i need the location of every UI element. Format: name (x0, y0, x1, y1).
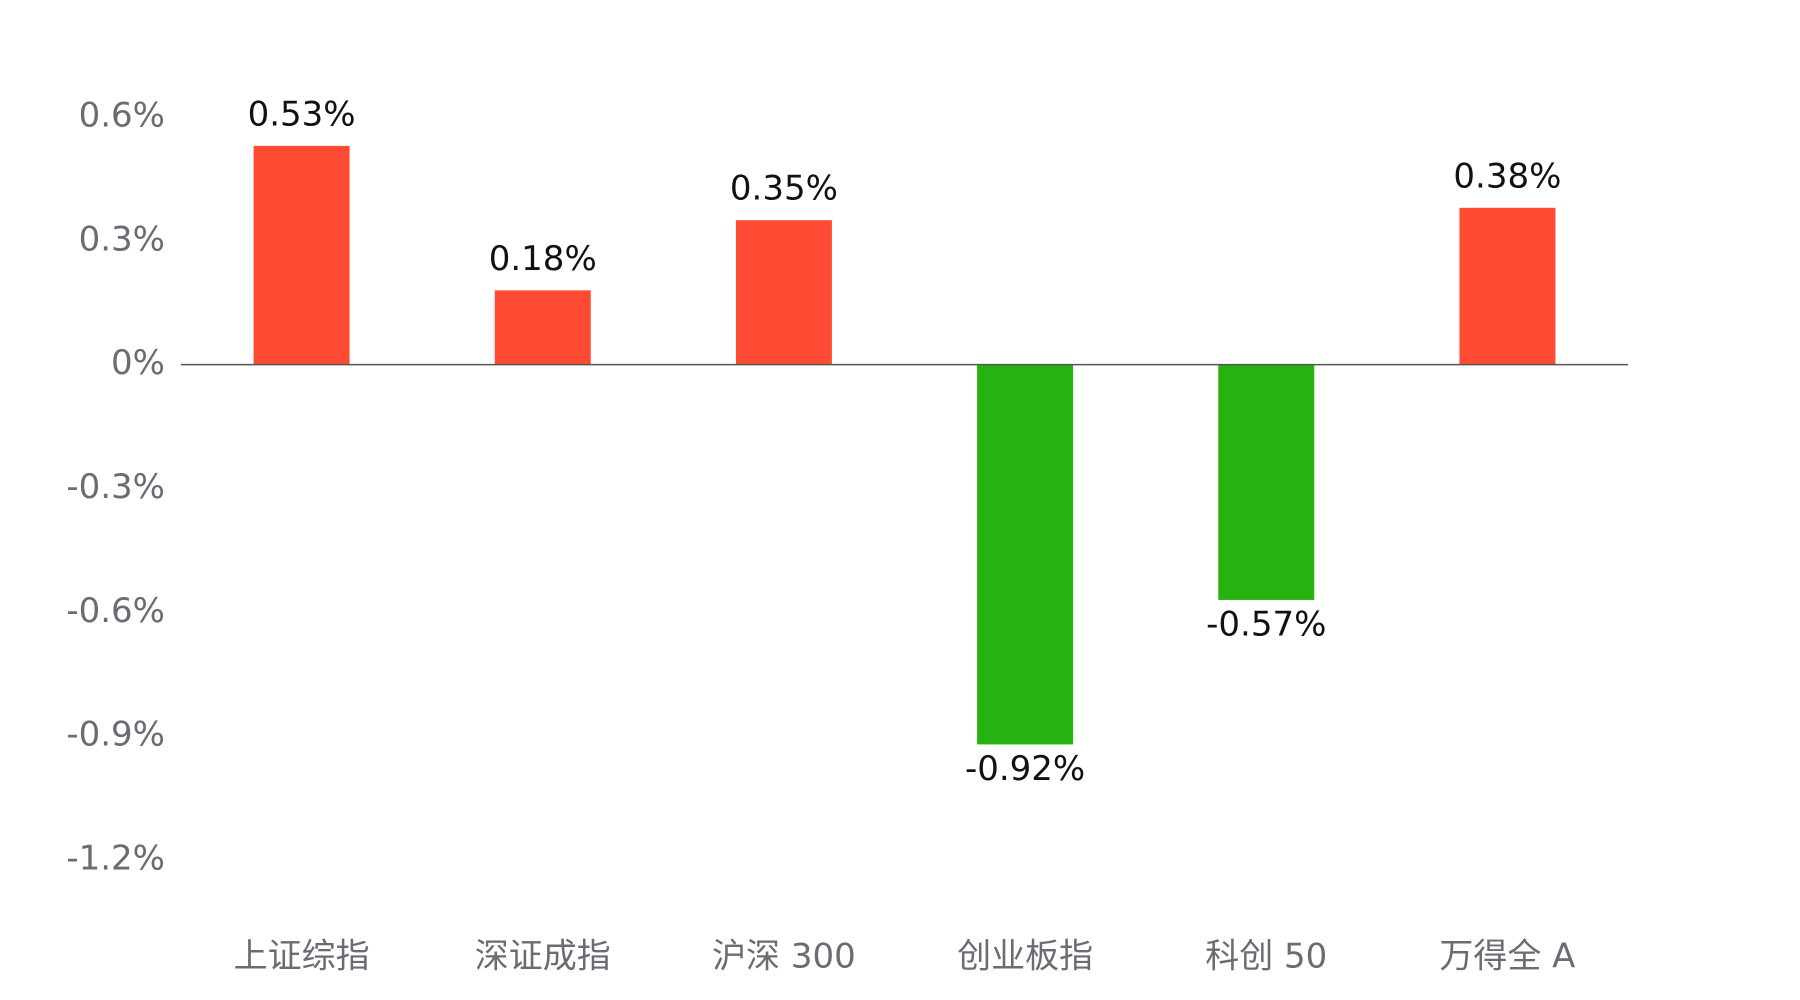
bar (1459, 207, 1556, 365)
x-tick-label: 万得全 A (1439, 937, 1575, 977)
value-label: 0.38% (1453, 156, 1561, 196)
y-tick-label: -1.2% (66, 839, 165, 879)
value-label: -0.57% (1206, 604, 1326, 644)
x-tick-label: 深证成指 (475, 937, 611, 977)
y-tick-label: -0.9% (66, 715, 165, 755)
y-tick-label: 0% (111, 343, 165, 383)
value-label: -0.92% (965, 749, 1085, 789)
value-label: 0.35% (730, 169, 838, 209)
x-tick-label: 上证综指 (234, 937, 370, 977)
value-label: 0.18% (489, 239, 597, 279)
bar (494, 290, 591, 365)
bar (253, 145, 350, 365)
bar (735, 220, 832, 365)
value-label: 0.53% (248, 94, 356, 134)
y-tick-label: -0.3% (66, 467, 165, 507)
x-tick-label: 沪深 300 (712, 937, 856, 977)
y-tick-label: 0.3% (79, 219, 165, 259)
bar (977, 364, 1074, 745)
y-tick-label: -0.6% (66, 591, 165, 631)
x-tick-label: 科创 50 (1205, 937, 1327, 977)
x-tick-label: 创业板指 (957, 937, 1093, 977)
bar (1218, 364, 1315, 600)
y-tick-label: 0.6% (79, 96, 165, 136)
